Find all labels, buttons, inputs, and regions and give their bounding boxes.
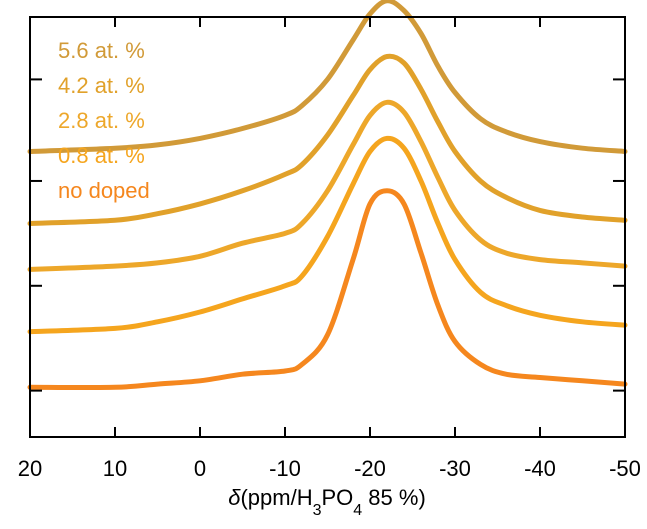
x-tick-label: -30	[439, 456, 471, 481]
x-tick-label: -10	[269, 456, 301, 481]
legend: 5.6 at. % 4.2 at. % 2.8 at. % 0.8 at. % no d…	[58, 38, 150, 203]
legend-label: 2.8 at. %	[58, 108, 145, 133]
x-tick-label: -40	[524, 456, 556, 481]
x-axis-title-close: 85 %)	[362, 485, 426, 510]
series-curves	[27, 0, 628, 391]
x-tick-label: 0	[194, 456, 206, 481]
x-tick-label: -20	[354, 456, 386, 481]
legend-label: no doped	[58, 178, 150, 203]
legend-label: 0.8 at. %	[58, 143, 145, 168]
x-axis-title-sub1: 3	[313, 502, 322, 519]
series-line	[27, 0, 628, 154]
x-axis-title-sub2: 4	[353, 502, 362, 519]
x-axis-title-mid: PO	[321, 485, 353, 510]
x-axis-title-open: (ppm/H	[240, 485, 312, 510]
series-line	[27, 135, 628, 335]
x-tick-label: 10	[103, 456, 127, 481]
series-line	[27, 188, 628, 391]
plot-frame	[29, 16, 626, 438]
x-tick-label: -50	[609, 456, 641, 481]
x-axis-title: δ(ppm/H3PO4 85 %)	[228, 485, 426, 519]
x-axis-tick-labels: 20 10 0 -10 -20 -30 -40 -50	[18, 456, 641, 481]
legend-label: 4.2 at. %	[58, 73, 145, 98]
x-tick-label: 20	[18, 456, 42, 481]
series-line	[27, 53, 628, 226]
x-axis-title-symbol: δ	[228, 485, 241, 510]
legend-label: 5.6 at. %	[58, 38, 145, 63]
x-axis-ticks	[29, 17, 626, 437]
y-axis-ticks	[30, 78, 625, 392]
series-line	[27, 99, 628, 272]
